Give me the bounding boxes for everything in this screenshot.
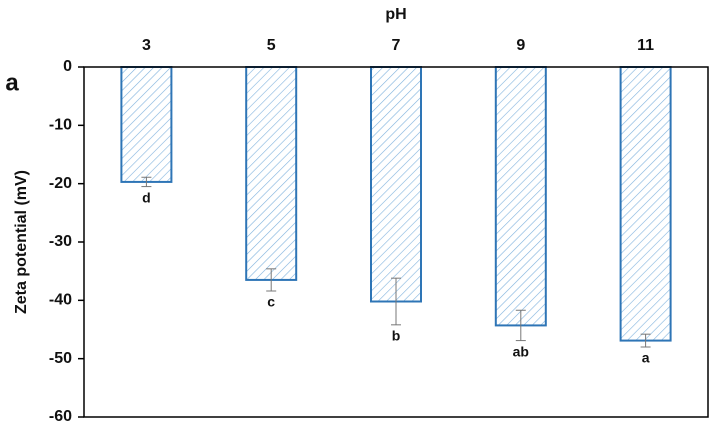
bar [370, 66, 422, 303]
y-tick-label: -20 [49, 175, 72, 192]
significance-letter: c [267, 294, 275, 310]
bar [494, 66, 547, 327]
panel-label: a [5, 69, 19, 96]
plot-frame [83, 66, 709, 418]
bar [120, 66, 173, 183]
significance-letter: b [392, 328, 401, 344]
x-axis-title: pH [385, 6, 406, 23]
y-tick-label: -40 [49, 292, 72, 309]
y-tick-label: 0 [63, 58, 72, 75]
x-tick-label: 5 [267, 37, 276, 54]
y-tick-label: -10 [49, 117, 72, 134]
x-tick-label: 9 [516, 37, 525, 54]
significance-letter: ab [513, 343, 529, 359]
significance-letter: a [642, 350, 650, 366]
y-tick-label: -50 [49, 350, 72, 367]
y-axis-title: Zeta potential (mV) [13, 170, 30, 314]
x-tick-label: 7 [392, 37, 401, 54]
significance-letter: d [142, 189, 151, 205]
x-tick-label: 3 [142, 37, 151, 54]
bar [245, 66, 298, 281]
x-tick-label: 11 [637, 37, 654, 54]
y-tick-label: -30 [49, 233, 72, 250]
bar [619, 66, 672, 342]
y-tick-label: -60 [49, 408, 72, 425]
